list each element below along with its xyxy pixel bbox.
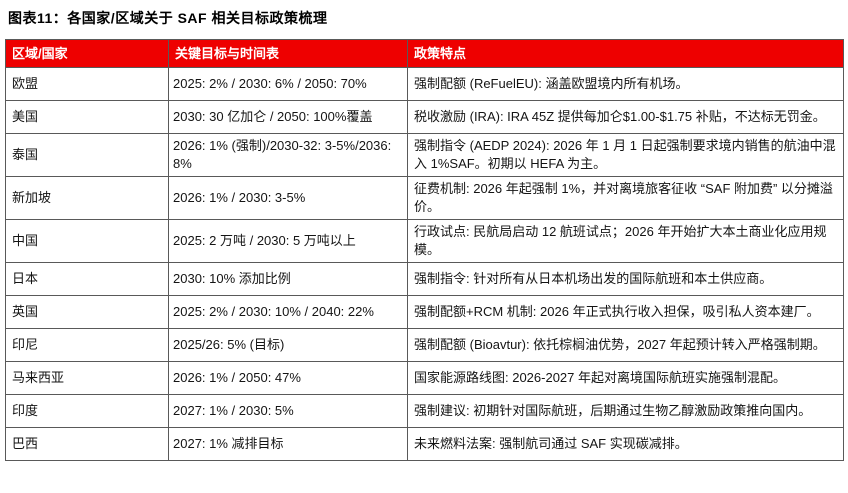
policy-cell: 行政试点: 民航局启动 12 航班试点；2026 年开始扩大本土商业化应用规模。	[407, 219, 844, 263]
col-header-policy: 政策特点	[407, 39, 844, 68]
policy-cell: 征费机制: 2026 年起强制 1%，并对离境旅客征收 “SAF 附加费” 以分…	[407, 176, 844, 220]
col-header-target: 关键目标与时间表	[168, 39, 408, 68]
col-header-region: 区域/国家	[5, 39, 169, 68]
region-cell: 欧盟	[5, 67, 169, 101]
target-cell: 2027: 1% / 2030: 5%	[168, 394, 408, 428]
region-cell: 马来西亚	[5, 361, 169, 395]
region-cell: 新加坡	[5, 176, 169, 220]
target-cell: 2030: 30 亿加仑 / 2050: 100%覆盖	[168, 100, 408, 134]
table-row: 新加坡 2026: 1% / 2030: 3-5% 征费机制: 2026 年起强制 …	[5, 176, 844, 220]
table-row: 英国 2025: 2% / 2030: 10% / 2040: 22% 强制配额+R…	[5, 295, 844, 329]
region-cell: 中国	[5, 219, 169, 263]
policy-cell: 强制配额+RCM 机制: 2026 年正式执行收入担保，吸引私人资本建厂。	[407, 295, 844, 329]
table-row: 泰国 2026: 1% (强制)/2030-32: 3-5%/2036: 8% 强制…	[5, 133, 844, 177]
region-cell: 泰国	[5, 133, 169, 177]
table-body: 欧盟 2025: 2% / 2030: 6% / 2050: 70% 强制配额 (R…	[5, 67, 844, 461]
policy-cell: 强制建议: 初期针对国际航班，后期通过生物乙醇激励政策推向国内。	[407, 394, 844, 428]
table-row: 美国 2030: 30 亿加仑 / 2050: 100%覆盖 税收激励 (IRA):…	[5, 100, 844, 134]
target-cell: 2026: 1% / 2050: 47%	[168, 361, 408, 395]
target-cell: 2026: 1% / 2030: 3-5%	[168, 176, 408, 220]
target-cell: 2025/26: 5% (目标)	[168, 328, 408, 362]
policy-cell: 强制配额 (Bioavtur): 依托棕榈油优势，2027 年起预计转入严格强制…	[407, 328, 844, 362]
policy-cell: 税收激励 (IRA): IRA 45Z 提供每加仑$1.00-$1.75 补贴，…	[407, 100, 844, 134]
target-cell: 2026: 1% (强制)/2030-32: 3-5%/2036: 8%	[168, 133, 408, 177]
policy-cell: 强制指令 (AEDP 2024): 2026 年 1 月 1 日起强制要求境内销…	[407, 133, 844, 177]
region-cell: 美国	[5, 100, 169, 134]
policy-cell: 未来燃料法案: 强制航司通过 SAF 实现碳减排。	[407, 427, 844, 461]
figure-title: 图表11：各国家/区域关于 SAF 相关目标政策梳理	[8, 10, 328, 26]
region-cell: 印度	[5, 394, 169, 428]
region-cell: 印尼	[5, 328, 169, 362]
target-cell: 2030: 10% 添加比例	[168, 262, 408, 296]
header-row: 区域/国家 关键目标与时间表 政策特点	[5, 39, 844, 68]
table-row: 中国 2025: 2 万吨 / 2030: 5 万吨以上 行政试点: 民航局启动 1…	[5, 219, 844, 263]
region-cell: 英国	[5, 295, 169, 329]
policy-cell: 强制配额 (ReFuelEU): 涵盖欧盟境内所有机场。	[407, 67, 844, 101]
policy-cell: 强制指令: 针对所有从日本机场出发的国际航班和本土供应商。	[407, 262, 844, 296]
table-row: 印度 2027: 1% / 2030: 5% 强制建议: 初期针对国际航班，后期通过…	[5, 394, 844, 428]
region-cell: 日本	[5, 262, 169, 296]
table-row: 巴西 2027: 1% 减排目标 未来燃料法案: 强制航司通过 SAF 实现碳减排。	[5, 427, 844, 461]
table-row: 印尼 2025/26: 5% (目标) 强制配额 (Bioavtur): 依托棕榈油…	[5, 328, 844, 362]
policy-cell: 国家能源路线图: 2026-2027 年起对离境国际航班实施强制混配。	[407, 361, 844, 395]
target-cell: 2025: 2% / 2030: 6% / 2050: 70%	[168, 67, 408, 101]
saf-policy-table: 区域/国家 关键目标与时间表 政策特点 欧盟 2025: 2% / 2030: 6…	[5, 39, 844, 461]
table-row: 日本 2030: 10% 添加比例 强制指令: 针对所有从日本机场出发的国际航班和本…	[5, 262, 844, 296]
region-cell: 巴西	[5, 427, 169, 461]
table-row: 欧盟 2025: 2% / 2030: 6% / 2050: 70% 强制配额 (R…	[5, 67, 844, 101]
target-cell: 2027: 1% 减排目标	[168, 427, 408, 461]
target-cell: 2025: 2 万吨 / 2030: 5 万吨以上	[168, 219, 408, 263]
table-row: 马来西亚 2026: 1% / 2050: 47% 国家能源路线图: 2026-20…	[5, 361, 844, 395]
table-header: 区域/国家 关键目标与时间表 政策特点	[5, 39, 844, 68]
target-cell: 2025: 2% / 2030: 10% / 2040: 22%	[168, 295, 408, 329]
